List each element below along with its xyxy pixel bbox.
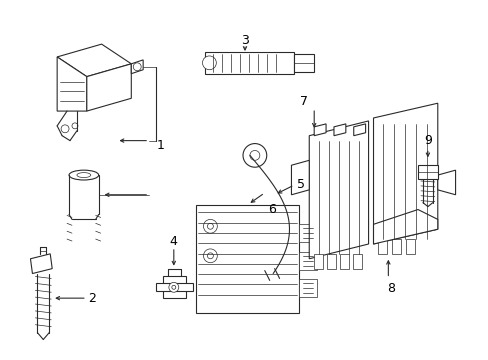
Text: 4: 4 [168, 235, 176, 248]
Polygon shape [314, 254, 323, 269]
Polygon shape [391, 239, 400, 254]
Bar [299, 279, 317, 297]
Ellipse shape [77, 172, 91, 177]
Text: 1: 1 [157, 139, 164, 152]
Polygon shape [437, 170, 455, 195]
Circle shape [249, 150, 259, 160]
Polygon shape [264, 267, 282, 280]
Circle shape [133, 63, 141, 71]
Polygon shape [326, 254, 335, 269]
Polygon shape [333, 124, 345, 136]
Circle shape [72, 123, 78, 129]
Ellipse shape [69, 170, 99, 180]
Polygon shape [406, 239, 414, 254]
Polygon shape [314, 124, 325, 136]
Circle shape [203, 249, 217, 263]
Circle shape [243, 144, 266, 167]
Polygon shape [339, 254, 348, 269]
Polygon shape [131, 60, 143, 74]
Polygon shape [378, 239, 386, 254]
Circle shape [202, 56, 216, 70]
Polygon shape [163, 276, 185, 298]
Polygon shape [373, 103, 437, 244]
Circle shape [203, 219, 217, 233]
Polygon shape [57, 44, 131, 77]
Circle shape [61, 125, 69, 133]
Polygon shape [87, 64, 131, 111]
Polygon shape [57, 57, 87, 111]
Text: 8: 8 [386, 282, 394, 295]
Polygon shape [353, 124, 365, 136]
Text: 9: 9 [423, 134, 431, 147]
Circle shape [168, 282, 179, 292]
Circle shape [171, 285, 175, 289]
Text: 6: 6 [267, 203, 275, 216]
Bar [299, 252, 317, 270]
Text: 3: 3 [241, 34, 248, 47]
Polygon shape [205, 52, 294, 74]
Polygon shape [156, 283, 192, 291]
Circle shape [207, 253, 213, 259]
Polygon shape [352, 254, 361, 269]
Circle shape [207, 223, 213, 229]
Polygon shape [373, 210, 437, 244]
Polygon shape [294, 54, 314, 72]
Polygon shape [308, 121, 368, 259]
Polygon shape [291, 160, 308, 195]
Polygon shape [195, 204, 299, 313]
Polygon shape [417, 165, 437, 179]
Text: 5: 5 [297, 179, 305, 192]
Text: 2: 2 [88, 292, 96, 305]
Polygon shape [30, 254, 52, 274]
Text: 7: 7 [300, 95, 307, 108]
Bar [299, 224, 317, 242]
